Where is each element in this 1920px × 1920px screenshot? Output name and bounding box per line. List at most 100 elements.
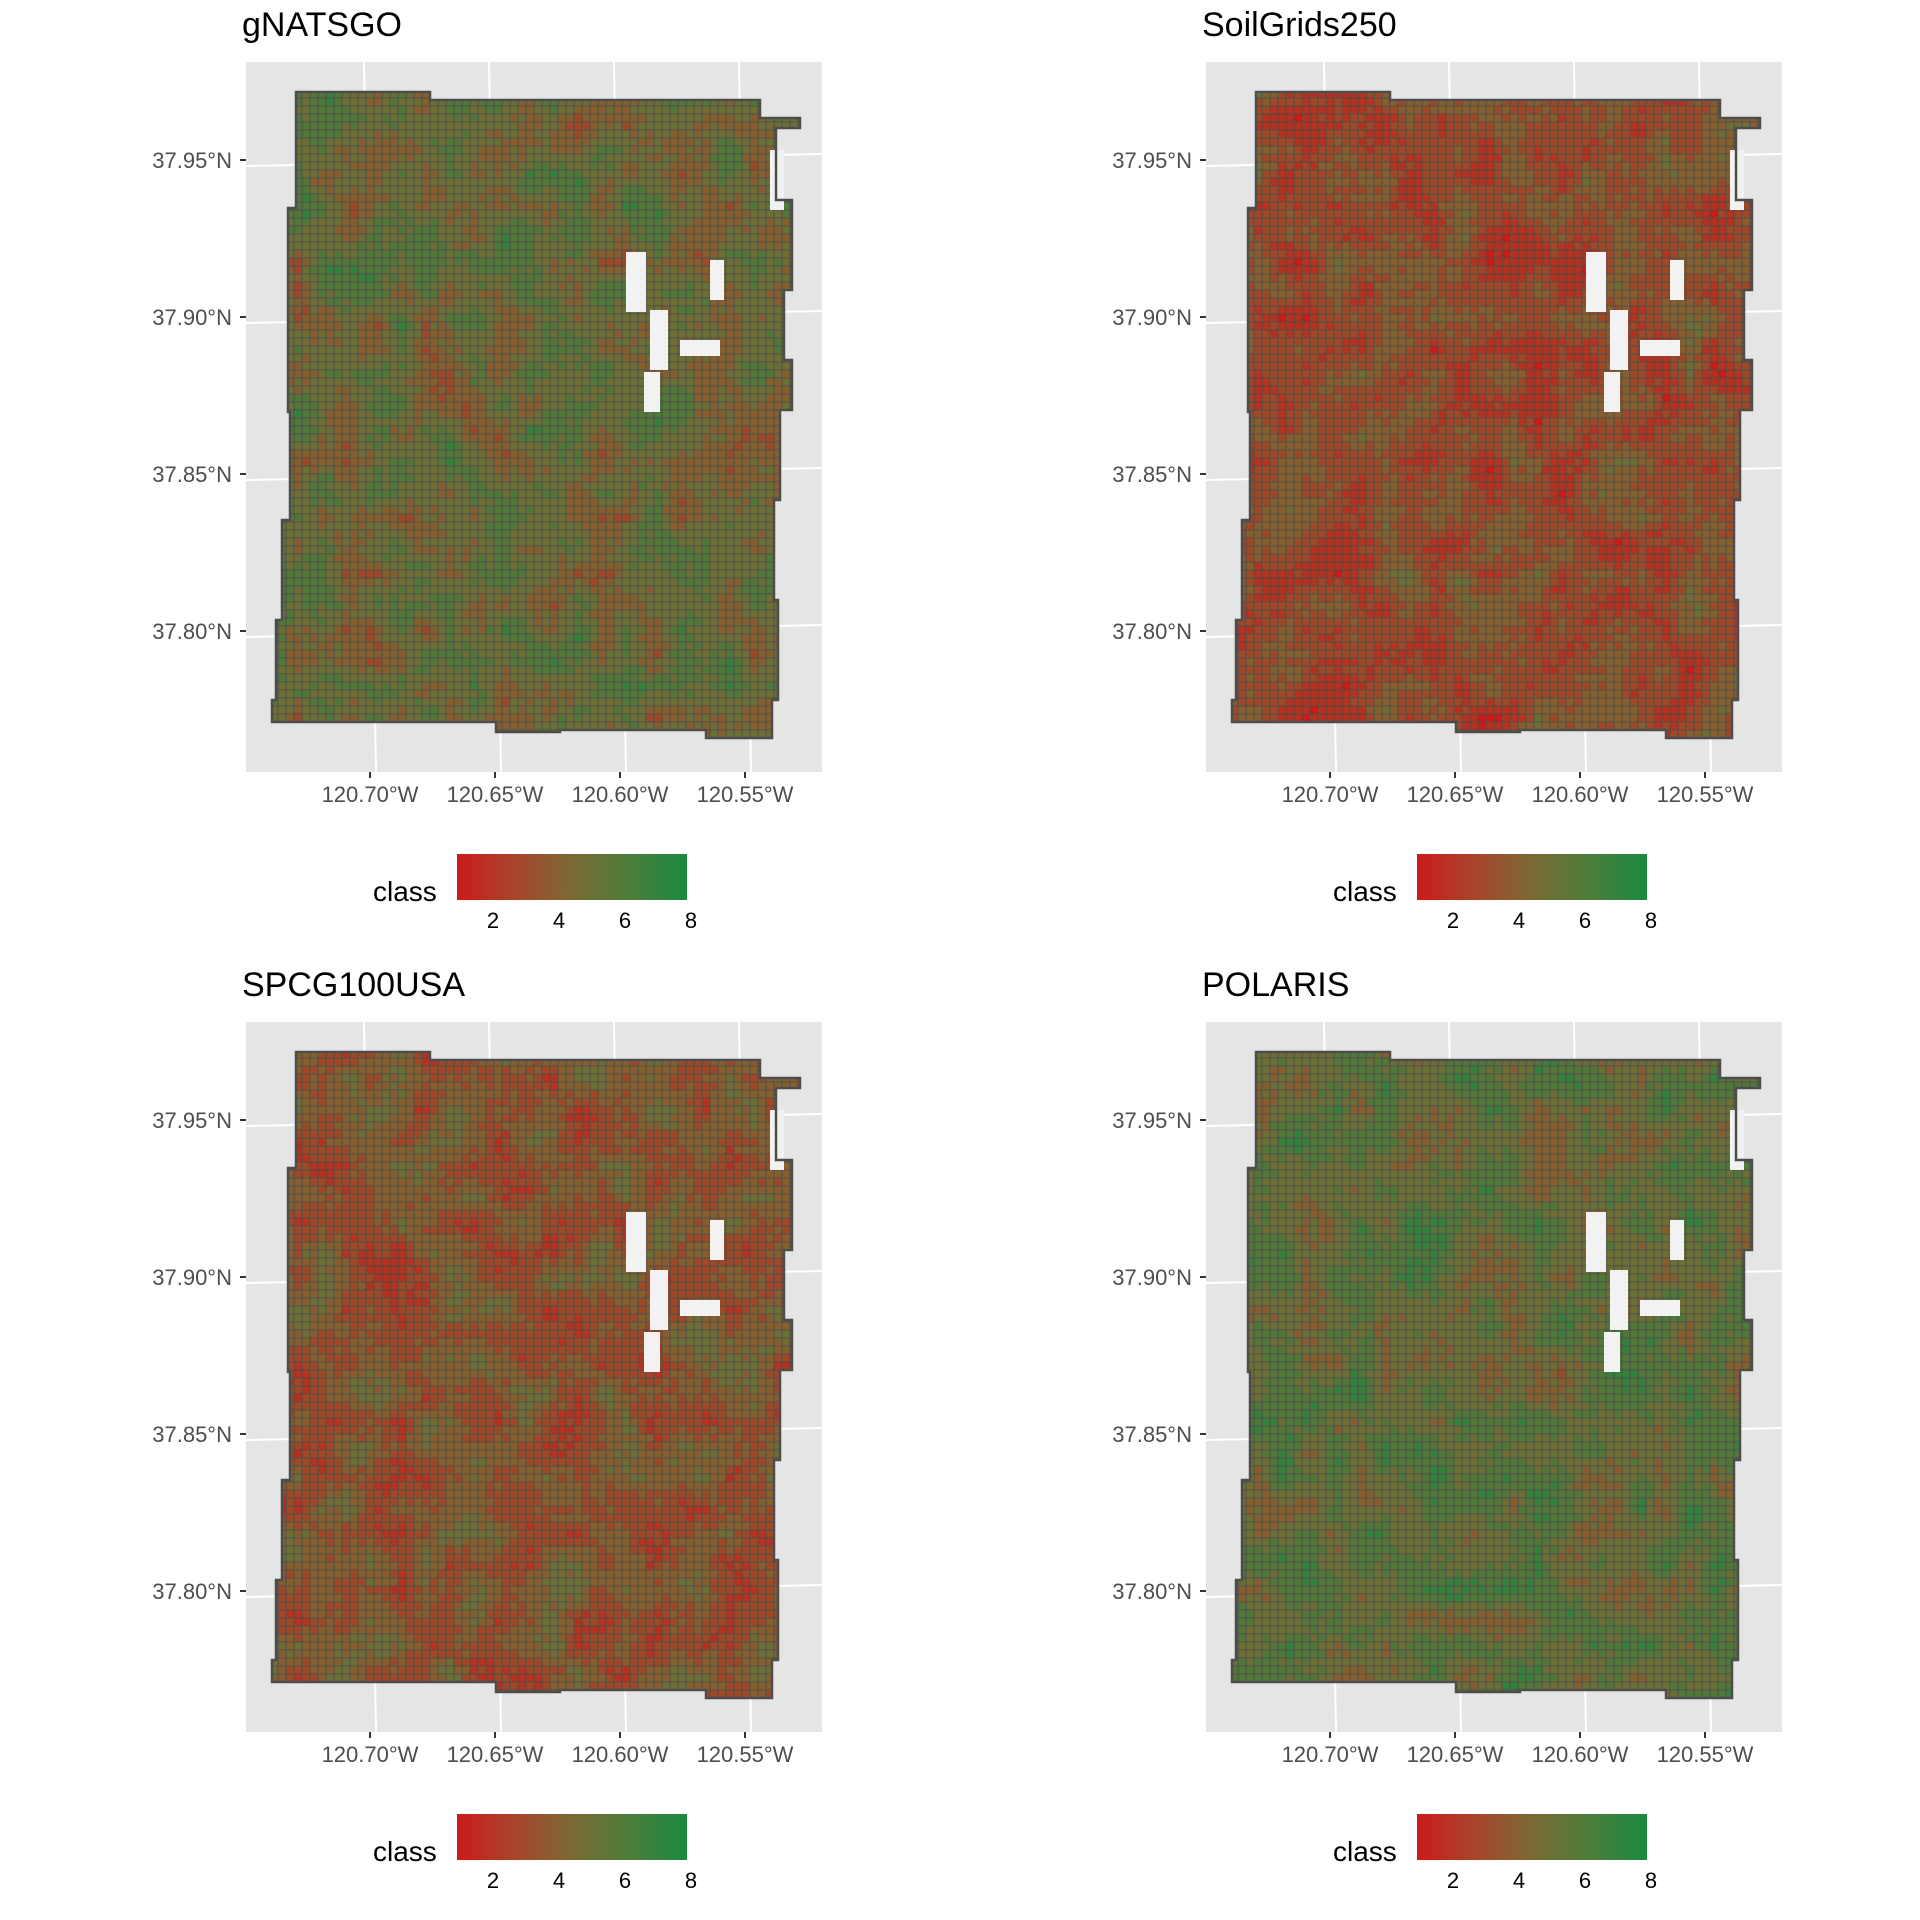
raster-cell (533, 225, 543, 235)
raster-cell (717, 473, 727, 483)
raster-cell (589, 345, 599, 355)
raster-cell (605, 273, 615, 283)
raster-cell (669, 169, 679, 179)
raster-cell (341, 113, 351, 123)
raster-cell (661, 209, 671, 219)
raster-cell (573, 281, 583, 291)
raster-cell (765, 353, 775, 363)
raster-cell (397, 577, 407, 587)
raster-cell (605, 409, 615, 419)
raster-cell (349, 385, 359, 395)
raster-cell (437, 401, 447, 411)
raster-cell (637, 329, 647, 339)
raster-cell (509, 353, 519, 363)
raster-cell (725, 297, 735, 307)
raster-cell (685, 153, 695, 163)
raster-cell (429, 337, 439, 347)
raster-cell (501, 121, 511, 131)
raster-cell (445, 353, 455, 363)
raster-cell (373, 489, 383, 499)
raster-cell (365, 497, 375, 507)
raster-cell (733, 273, 743, 283)
raster-cell (381, 489, 391, 499)
raster-cell (421, 385, 431, 395)
raster-cell (557, 569, 567, 579)
raster-cell (533, 545, 543, 555)
raster-cell (357, 225, 367, 235)
raster-cell (485, 193, 495, 203)
raster-cell (405, 321, 415, 331)
raster-cell (557, 497, 567, 507)
raster-cell (309, 489, 319, 499)
raster-cell (421, 585, 431, 595)
raster-cell (525, 345, 535, 355)
raster-cell (701, 545, 711, 555)
raster-cell (525, 137, 535, 147)
raster-cell (773, 249, 783, 259)
raster-cell (525, 201, 535, 211)
raster-cell (677, 257, 687, 267)
raster-cell (573, 185, 583, 195)
raster-cell (517, 385, 527, 395)
raster-cell (501, 505, 511, 515)
raster-cell (669, 401, 679, 411)
raster-cell (701, 489, 711, 499)
raster-cell (421, 169, 431, 179)
raster-cell (645, 513, 655, 523)
raster-cell (517, 249, 527, 259)
raster-cell (557, 217, 567, 227)
raster-cell (517, 113, 527, 123)
raster-cell (333, 305, 343, 315)
raster-cell (621, 641, 631, 651)
raster-cell (637, 537, 647, 547)
raster-cell (613, 561, 623, 571)
raster-cell (597, 273, 607, 283)
raster-cell (749, 505, 759, 515)
raster-cell (325, 305, 335, 315)
raster-cell (501, 609, 511, 619)
raster-cell (437, 641, 447, 651)
raster-cell (685, 329, 695, 339)
raster-cell (701, 233, 711, 243)
raster-cell (437, 377, 447, 387)
raster-cell (685, 113, 695, 123)
raster-cell (469, 497, 479, 507)
raster-cell (605, 441, 615, 451)
raster-cell (765, 457, 775, 467)
raster-cell (669, 473, 679, 483)
raster-cell (581, 577, 591, 587)
raster-cell (493, 385, 503, 395)
raster-cell (597, 625, 607, 635)
raster-cell (709, 385, 719, 395)
raster-cell (477, 681, 487, 691)
raster-cell (381, 473, 391, 483)
raster-cell (677, 417, 687, 427)
raster-cell (549, 361, 559, 371)
raster-cell (757, 577, 767, 587)
raster-cell (605, 521, 615, 531)
raster-cell (517, 393, 527, 403)
raster-cell (757, 425, 767, 435)
raster-cell (301, 257, 311, 267)
raster-cell (333, 393, 343, 403)
raster-cell (557, 225, 567, 235)
raster-cell (565, 289, 575, 299)
raster-cell (581, 441, 591, 451)
raster-cell (421, 225, 431, 235)
raster-cell (557, 625, 567, 635)
raster-cell (685, 249, 695, 259)
raster-cell (381, 609, 391, 619)
raster-cell (381, 281, 391, 291)
raster-cell (613, 489, 623, 499)
raster-cell (661, 601, 671, 611)
raster-cell (429, 553, 439, 563)
raster-cell (421, 201, 431, 211)
raster-cell (429, 305, 439, 315)
raster-cell (557, 593, 567, 603)
raster-cell (725, 633, 735, 643)
raster-cell (725, 161, 735, 171)
raster-cell (501, 345, 511, 355)
raster-cell (501, 393, 511, 403)
raster-cell (525, 265, 535, 275)
raster-cell (413, 297, 423, 307)
